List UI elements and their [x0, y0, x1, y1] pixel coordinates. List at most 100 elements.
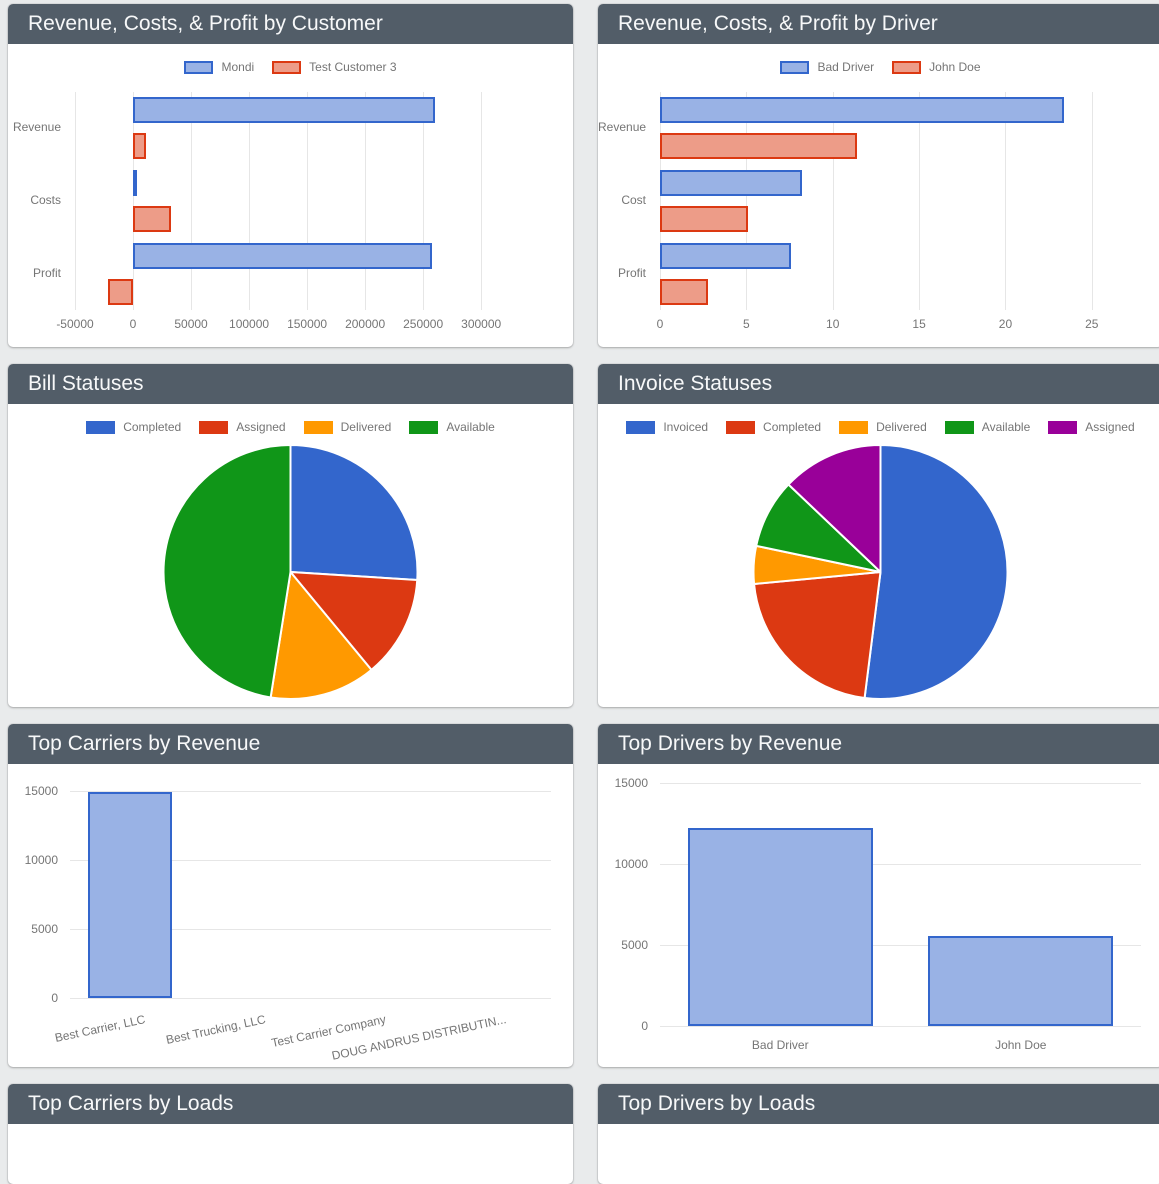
- x-category-label-bad-driver: Bad Driver: [751, 1038, 809, 1052]
- legend-swatch-delivered: [839, 420, 869, 434]
- y-tick-label: 5000: [621, 938, 648, 952]
- legend-item-delivered: Delivered: [303, 420, 391, 434]
- x-tick-label: 0: [656, 317, 664, 331]
- panel-top-drivers-by-revenue: Top Drivers by Revenue 0 5000 10000 15000 Ba…: [598, 724, 1159, 1067]
- legend-swatch-bad-driver: [780, 60, 810, 74]
- panel-invoice-statuses: Invoice Statuses Invoiced Completed Delive…: [598, 364, 1159, 707]
- bar-mondi-costs: [133, 170, 138, 196]
- x-tick-label: 250000: [403, 317, 444, 331]
- legend-label: Assigned: [1085, 420, 1135, 434]
- customer-revenue-chart: Mondi Test Customer 3 -50000 0 50000 100000 15…: [8, 44, 573, 347]
- panel-revenue-costs-profit-by-driver: Revenue, Costs, & Profit by Driver Bad D…: [598, 4, 1159, 347]
- legend-swatch-assigned: [1048, 420, 1078, 434]
- pie-slice-delivered: [269, 571, 373, 700]
- legend-swatch-assigned: [199, 420, 229, 434]
- category-label-cost: Cost: [621, 193, 646, 207]
- bar-test-customer-3-costs: [133, 206, 172, 232]
- gridline: [70, 929, 551, 930]
- invoice-statuses-pie-chart: Invoiced Completed Delivered Available Assig…: [598, 404, 1159, 707]
- legend-item-bad-driver: Bad Driver: [780, 60, 874, 74]
- legend-item-mondi: Mondi: [184, 60, 254, 74]
- legend-swatch-available: [944, 420, 974, 434]
- gridline: [365, 92, 367, 310]
- x-tick-label: 200000: [345, 317, 386, 331]
- panel-bill-statuses: Bill Statuses Completed Assigned Delivered…: [8, 364, 573, 707]
- y-tick-label: 15000: [614, 776, 648, 790]
- panel-title: Top Carriers by Revenue: [8, 724, 573, 764]
- x-tick-label: 150000: [287, 317, 328, 331]
- x-tick-label: 10: [826, 317, 840, 331]
- dashboard-page: { "theme": { "page_bg": "#e9ebec", "pane…: [8, 4, 1159, 1184]
- panel-title: Revenue, Costs, & Profit by Customer: [8, 4, 573, 44]
- x-tick-label: 20: [998, 317, 1013, 331]
- legend-label: John Doe: [929, 60, 981, 74]
- pie-slice-assigned: [289, 571, 419, 671]
- legend-label: Mondi: [221, 60, 255, 74]
- panel-revenue-costs-profit-by-customer: Revenue, Costs, & Profit by Customer Mon…: [8, 4, 573, 347]
- bar-best-carrier-llc: [88, 791, 173, 998]
- gridline: [832, 92, 834, 310]
- y-tick-label: 10000: [24, 853, 58, 867]
- legend-item-available: Available: [944, 420, 1030, 434]
- panel-top-drivers-by-loads: Top Drivers by Loads: [598, 1084, 1159, 1184]
- pie-chart: [752, 444, 1009, 700]
- bar-test-customer-3-profit: [108, 278, 133, 305]
- bar-john-doe: [928, 936, 1114, 1026]
- legend-label: Invoiced: [663, 420, 709, 434]
- legend-swatch-mondi: [184, 60, 214, 74]
- panel-title: Top Drivers by Loads: [598, 1084, 1159, 1124]
- legend-label: Test Customer 3: [309, 60, 397, 74]
- chart-legend: Mondi Test Customer 3: [8, 60, 573, 74]
- bar-bad-driver: [687, 828, 873, 1026]
- legend-item-completed: Completed: [86, 420, 181, 434]
- top-carriers-loads-chart: [8, 1124, 573, 1184]
- gridline: [70, 860, 551, 861]
- category-label-profit: Profit: [617, 265, 646, 280]
- pie-slice-assigned: [787, 444, 882, 573]
- top-carriers-revenue-chart: 0 5000 10000 15000 Best Carrier, LLC Best Tru…: [8, 764, 573, 1067]
- legend-item-assigned: Assigned: [199, 420, 286, 434]
- bar-john-doe-revenue: [660, 133, 857, 160]
- panel-title: Revenue, Costs, & Profit by Driver: [598, 4, 1159, 44]
- y-tick-label: 5000: [31, 922, 58, 936]
- panel-title: Top Drivers by Revenue: [598, 724, 1159, 764]
- chart-legend: Bad Driver John Doe: [598, 60, 1159, 74]
- y-tick-label: 10000: [614, 857, 648, 871]
- bar-test-customer-3-revenue: [133, 133, 146, 160]
- gridline: [133, 92, 135, 310]
- y-tick-label: 0: [51, 991, 58, 1005]
- gridline: [660, 945, 1141, 946]
- driver-revenue-chart: Bad Driver John Doe 0 5 10 15 20 25 Revenue Cost P…: [598, 44, 1159, 347]
- legend-item-available: Available: [409, 420, 495, 434]
- legend-swatch-test-customer-3: [272, 60, 302, 74]
- legend-swatch-delivered: [303, 420, 333, 434]
- x-tick-label: 50000: [174, 317, 208, 331]
- legend-item-assigned: Assigned: [1048, 420, 1135, 434]
- x-category-label-best-trucking-llc: Best Trucking, LLC: [164, 1012, 267, 1047]
- x-tick-label: 25: [1085, 317, 1099, 331]
- category-label-costs: Costs: [30, 193, 61, 207]
- gridline: [423, 92, 425, 310]
- legend-label: Completed: [123, 420, 182, 434]
- x-tick-label: 15: [912, 317, 926, 331]
- y-tick-label: 15000: [24, 784, 58, 798]
- x-tick-label: -50000: [56, 317, 94, 331]
- legend-label: Bad Driver: [817, 60, 875, 74]
- top-drivers-revenue-chart: 0 5000 10000 15000 Bad Driver John Doe: [598, 764, 1159, 1067]
- gridline: [746, 92, 748, 310]
- category-label-revenue: Revenue: [12, 120, 61, 135]
- x-tick-label: 300000: [461, 317, 502, 331]
- bar-bad-driver-cost: [660, 170, 802, 196]
- gridline: [660, 864, 1141, 865]
- legend-swatch-available: [409, 420, 439, 434]
- legend-swatch-completed: [726, 420, 756, 434]
- gridline: [919, 92, 921, 310]
- gridline: [307, 92, 309, 310]
- legend-item-delivered: Delivered: [839, 420, 927, 434]
- gridline: [660, 783, 1141, 784]
- gridline: [660, 1026, 1141, 1027]
- x-category-label-best-carrier-llc: Best Carrier, LLC: [53, 1012, 147, 1045]
- x-tick-label: 5: [743, 317, 750, 331]
- bill-statuses-pie-chart: Completed Assigned Delivered Available: [8, 404, 573, 707]
- pie-slice-invoiced: [863, 444, 1009, 700]
